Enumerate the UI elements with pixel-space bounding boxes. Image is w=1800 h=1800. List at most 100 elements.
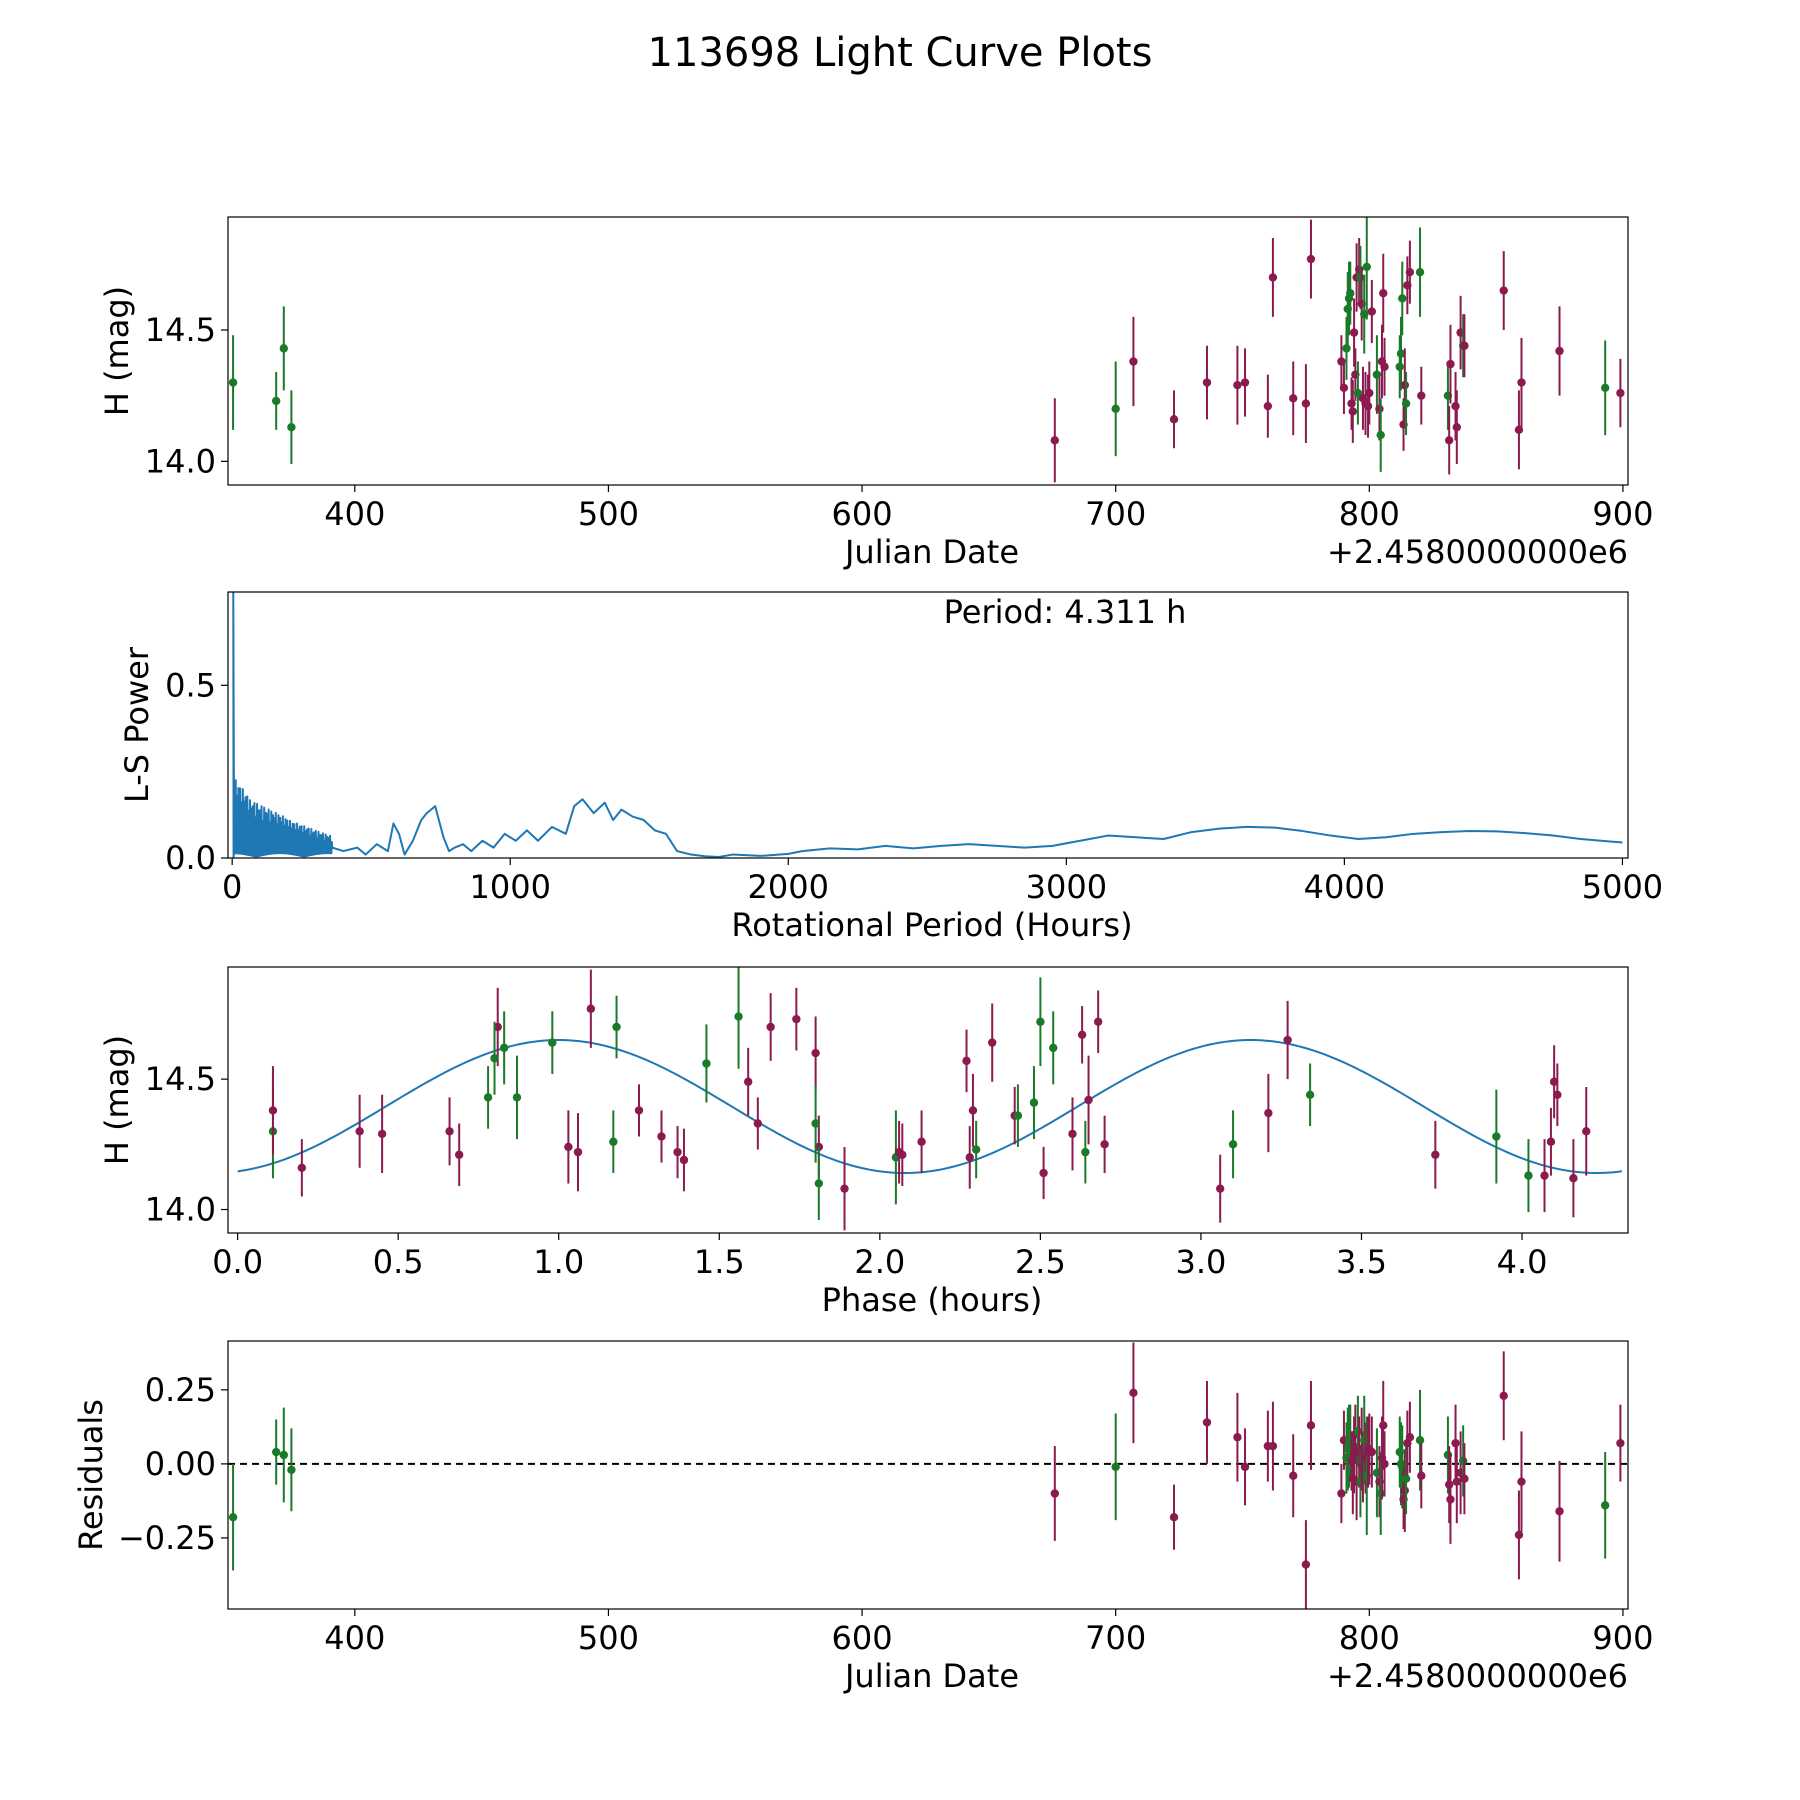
data-point xyxy=(1499,286,1508,295)
data-point xyxy=(1353,388,1363,398)
data-point xyxy=(1039,1168,1048,1178)
model-curve-group xyxy=(237,1039,1623,1175)
data-point xyxy=(1451,1438,1460,1448)
data-point xyxy=(445,1127,454,1136)
x-tick-label: 1.0 xyxy=(533,1243,584,1281)
data-point xyxy=(1375,404,1384,414)
data-point xyxy=(1367,1447,1377,1457)
periodogram-line xyxy=(232,592,1623,858)
data-point xyxy=(1240,1462,1250,1472)
x-tick-label: 600 xyxy=(832,495,893,533)
data-point xyxy=(1289,394,1298,403)
x-tick-label: 600 xyxy=(832,1619,893,1657)
data-point xyxy=(840,1184,849,1193)
data-point xyxy=(279,344,288,353)
data-point xyxy=(1379,1421,1388,1430)
data-point xyxy=(634,1106,644,1115)
data-point xyxy=(377,1129,387,1139)
data-point xyxy=(1400,1486,1410,1495)
data-point xyxy=(1400,380,1410,390)
data-point xyxy=(1396,349,1406,358)
figure-title: 113698 Light Curve Plots xyxy=(648,30,1153,76)
axes-frame xyxy=(227,1340,1629,1610)
data-point xyxy=(1264,1108,1273,1118)
data-point xyxy=(1499,1391,1508,1400)
data-point xyxy=(271,1447,281,1457)
data-point xyxy=(1460,341,1469,350)
data-points xyxy=(228,1342,1625,1609)
y-tick-label: 14.0 xyxy=(145,1191,216,1229)
phase-folded-panel: 0.0 0.5 1.0 1.5 2.0 2.5 3.0 3.5 4.0 14.0 14.5 Phase… xyxy=(98,966,1629,1319)
data-points xyxy=(268,967,1591,1231)
data-point xyxy=(355,1127,364,1136)
data-point xyxy=(1546,1137,1556,1146)
data-point xyxy=(1129,1388,1138,1398)
data-point xyxy=(1415,267,1425,277)
data-point xyxy=(1049,1043,1058,1053)
data-point xyxy=(1379,288,1388,298)
data-point xyxy=(499,1043,509,1053)
data-point xyxy=(1549,1077,1559,1086)
y-tick-label: 14.5 xyxy=(145,1060,216,1098)
data-point xyxy=(271,396,281,406)
data-point xyxy=(988,1038,997,1047)
data-point xyxy=(1600,383,1610,392)
data-point xyxy=(1050,436,1060,445)
data-point xyxy=(1337,1489,1346,1498)
data-point xyxy=(1380,1459,1389,1469)
x-axis-label: Rotational Period (Hours) xyxy=(731,906,1132,944)
data-point xyxy=(490,1054,499,1063)
data-point xyxy=(1540,1171,1549,1180)
x-tick-label: 700 xyxy=(1085,1619,1146,1657)
data-point xyxy=(657,1132,666,1141)
data-point xyxy=(1228,1140,1238,1149)
axes-frame xyxy=(227,591,1629,859)
x-tick-label: 1000 xyxy=(470,868,551,906)
data-point xyxy=(1514,1530,1524,1540)
data-point xyxy=(612,1022,621,1032)
data-point xyxy=(1240,378,1250,387)
data-point xyxy=(1029,1098,1039,1107)
y-tick-label: 0.0 xyxy=(165,839,216,877)
data-point xyxy=(1268,273,1278,282)
light-curve-panel: 400 500 600 700 800 900 14.0 14.5 Julian Date H (… xyxy=(98,216,1653,571)
data-point xyxy=(766,1022,775,1032)
data-point xyxy=(573,1147,583,1157)
period-annotation: Period: 4.311 h xyxy=(944,593,1187,631)
x-tick-label: 400 xyxy=(324,495,385,533)
y-tick-label: 0.5 xyxy=(165,666,216,704)
data-point xyxy=(1233,1433,1242,1442)
x-tick-label: 0 xyxy=(222,868,242,906)
data-point xyxy=(1363,401,1373,411)
x-tick-label: 900 xyxy=(1592,1619,1653,1657)
data-point xyxy=(1169,415,1179,424)
y-axis-label: L-S Power xyxy=(118,646,156,803)
data-point xyxy=(1233,380,1242,390)
data-point xyxy=(564,1142,573,1152)
data-point xyxy=(1093,1017,1103,1026)
data-point xyxy=(1492,1132,1501,1141)
data-point xyxy=(279,1450,288,1460)
data-point xyxy=(1339,383,1349,392)
data-point xyxy=(1452,422,1462,432)
x-offset-text: +2.4580000000e6 xyxy=(1327,533,1628,571)
x-tick-label: 0.5 xyxy=(373,1243,424,1281)
data-point xyxy=(1582,1127,1591,1136)
data-point xyxy=(1452,1477,1462,1486)
data-point xyxy=(702,1059,711,1068)
data-point xyxy=(965,1153,974,1162)
data-point xyxy=(1460,1474,1469,1483)
data-point xyxy=(287,422,296,432)
x-tick-label: 3000 xyxy=(1026,868,1107,906)
data-point xyxy=(917,1137,926,1146)
x-offset-text: +2.4580000000e6 xyxy=(1327,1657,1628,1695)
data-point xyxy=(1301,399,1311,408)
data-points xyxy=(228,217,1625,483)
x-tick-label: 500 xyxy=(578,1619,639,1657)
periodogram-panel: 0 1000 2000 3000 4000 5000 0.0 0.5 Rotational Pe… xyxy=(118,591,1663,944)
data-point xyxy=(1446,1495,1455,1504)
data-point xyxy=(1283,1035,1292,1045)
data-point xyxy=(1569,1174,1578,1183)
data-point xyxy=(1268,1441,1278,1451)
x-axis-label: Julian Date xyxy=(843,1657,1019,1695)
